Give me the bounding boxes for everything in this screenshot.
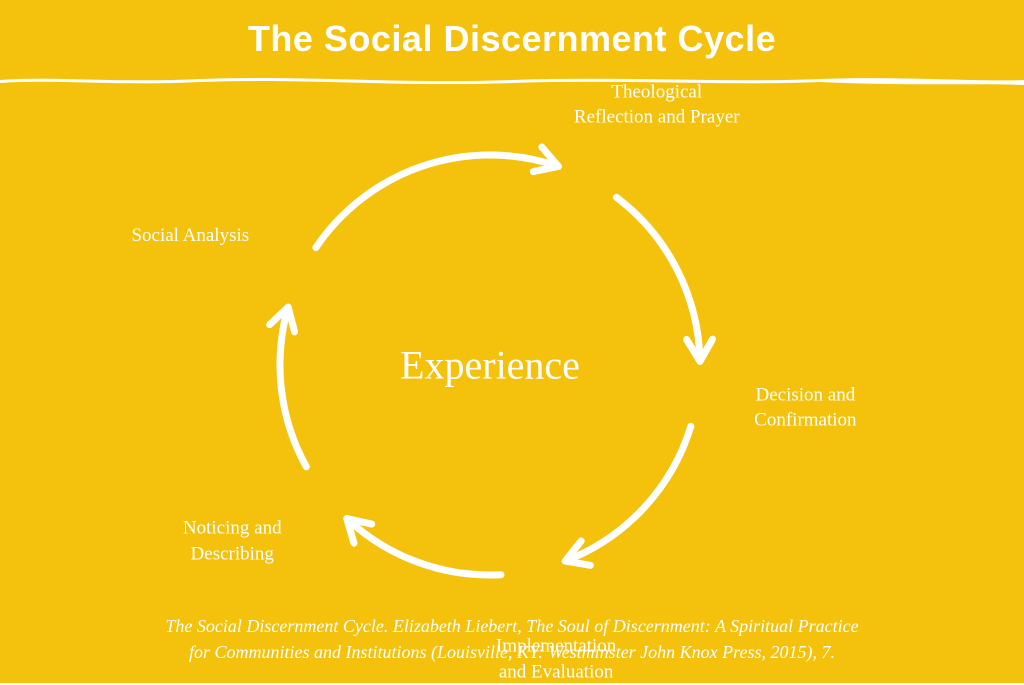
cycle-node-label: Social Analysis xyxy=(131,223,249,249)
center-label: Experience xyxy=(400,342,580,389)
cycle-node-label: Decision and Confirmation xyxy=(754,382,856,433)
title-bar: The Social Discernment Cycle xyxy=(0,0,1024,74)
divider xyxy=(0,74,1024,84)
brush-stroke xyxy=(0,78,1024,85)
page-title: The Social Discernment Cycle xyxy=(0,18,1024,60)
cycle-arc xyxy=(316,155,558,248)
citation: The Social Discernment Cycle. Elizabeth … xyxy=(0,613,1024,665)
cycle-node-label: Theological Reflection and Prayer xyxy=(574,79,740,130)
cycle-diagram: Experience Theological Reflection and Pr… xyxy=(0,90,1024,630)
infographic-canvas: The Social Discernment Cycle Experience … xyxy=(0,0,1024,683)
cycle-node-label: Noticing and Describing xyxy=(183,516,282,567)
